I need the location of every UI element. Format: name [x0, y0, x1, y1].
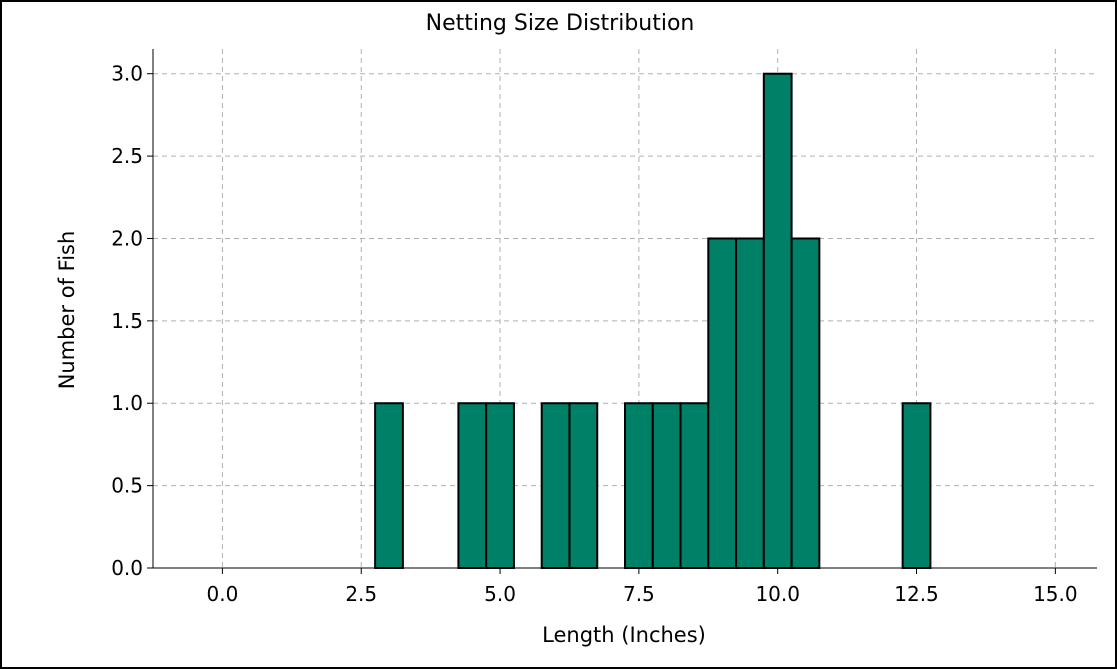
histogram-bar	[762, 72, 793, 569]
histogram-bar	[707, 237, 738, 569]
histogram-bar	[735, 237, 765, 569]
x-tick-label: 7.5	[623, 582, 655, 606]
x-tick-label: 0.0	[207, 582, 239, 606]
x-tick-label: 15.0	[1033, 582, 1078, 606]
y-tick-label: 2.0	[111, 226, 143, 250]
histogram-bar	[568, 402, 599, 569]
y-tick-label: 1.5	[111, 309, 143, 333]
y-tick-label: 0.0	[111, 556, 143, 580]
bars	[374, 72, 932, 569]
x-axis-title: Length (Inches)	[542, 623, 706, 647]
histogram-bar	[651, 402, 682, 569]
histogram-bar	[374, 402, 404, 569]
x-tick-label: 10.0	[755, 582, 800, 606]
histogram-bar	[901, 402, 932, 569]
x-ticks: 0.0 2.5 5.0 7.5 10.0 12.5 15.0	[207, 568, 1078, 606]
histogram-bar	[790, 237, 821, 569]
y-tick-label: 1.0	[111, 391, 143, 415]
histogram-bar	[457, 402, 488, 569]
x-tick-label: 2.5	[345, 582, 377, 606]
y-ticks: 0.0 0.5 1.0 1.5 2.0 2.5 3.0	[111, 62, 153, 580]
x-tick-label: 12.5	[894, 582, 939, 606]
histogram-bar	[624, 402, 654, 569]
histogram-bar	[679, 402, 710, 569]
y-axis-title: Number of Fish	[55, 231, 79, 390]
y-tick-label: 0.5	[111, 474, 143, 498]
axes	[152, 49, 1097, 569]
x-tick-label: 5.0	[484, 582, 516, 606]
y-tick-label: 3.0	[111, 62, 143, 86]
histogram-bar	[540, 402, 571, 569]
histogram-bar	[485, 402, 515, 569]
y-tick-label: 2.5	[111, 144, 143, 168]
chart-title: Netting Size Distribution	[426, 11, 695, 36]
